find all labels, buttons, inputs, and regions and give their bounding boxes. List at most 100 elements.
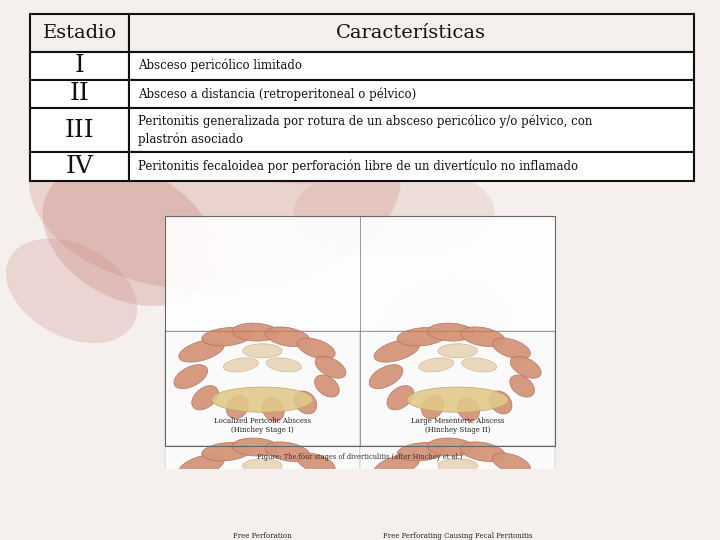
Ellipse shape — [387, 386, 414, 410]
Bar — [30, 152, 129, 180]
Ellipse shape — [226, 510, 248, 534]
Bar — [360, 446, 555, 540]
Text: Figure: The four stages of diverticulitis (after Hinchey et al.): Figure: The four stages of diverticuliti… — [257, 453, 463, 461]
Ellipse shape — [179, 340, 224, 362]
Ellipse shape — [397, 328, 446, 346]
Ellipse shape — [294, 506, 317, 529]
Ellipse shape — [223, 358, 258, 372]
Text: Absceso pericólico limitado: Absceso pericólico limitado — [138, 59, 302, 72]
Ellipse shape — [427, 438, 474, 456]
Ellipse shape — [42, 163, 215, 306]
Bar — [360, 330, 555, 446]
Ellipse shape — [387, 501, 414, 525]
Ellipse shape — [510, 375, 534, 397]
Bar — [165, 216, 555, 446]
Bar — [165, 446, 360, 540]
Ellipse shape — [297, 338, 336, 359]
Ellipse shape — [29, 65, 401, 291]
Ellipse shape — [226, 395, 248, 418]
Ellipse shape — [297, 453, 336, 474]
Ellipse shape — [179, 455, 224, 477]
Bar — [30, 14, 129, 52]
Text: Absceso a distancia (retroperitoneal o pélvico): Absceso a distancia (retroperitoneal o p… — [138, 87, 416, 100]
Ellipse shape — [265, 327, 310, 347]
Ellipse shape — [174, 364, 207, 389]
Ellipse shape — [438, 459, 477, 473]
Ellipse shape — [212, 387, 313, 413]
Text: Estadio: Estadio — [42, 24, 117, 42]
Ellipse shape — [174, 480, 207, 504]
Ellipse shape — [469, 512, 504, 526]
Bar — [129, 152, 693, 180]
Ellipse shape — [492, 338, 531, 359]
Text: Free Perforating Causing Fecal Peritonitis
(Hinchey Stage IV): Free Perforating Causing Fecal Peritonit… — [383, 532, 532, 540]
Ellipse shape — [490, 506, 512, 529]
Text: Free Perforation
(Hinchey Stage III): Free Perforation (Hinchey Stage III) — [228, 532, 297, 540]
Ellipse shape — [243, 344, 282, 358]
Text: Peritonitis fecaloidea por perforación libre de un divertículo no inflamado: Peritonitis fecaloidea por perforación l… — [138, 160, 577, 173]
Ellipse shape — [266, 473, 302, 487]
Ellipse shape — [462, 358, 497, 372]
Ellipse shape — [490, 391, 512, 414]
Ellipse shape — [223, 473, 258, 487]
Ellipse shape — [418, 473, 454, 487]
Ellipse shape — [374, 340, 420, 362]
Bar — [30, 52, 129, 80]
Text: Peritonitis generalizada por rotura de un absceso pericólico y/o pélvico, con
pl: Peritonitis generalizada por rotura de u… — [138, 115, 592, 145]
Ellipse shape — [294, 391, 317, 414]
Text: Características: Características — [336, 24, 486, 42]
Ellipse shape — [232, 323, 279, 341]
Bar — [30, 80, 129, 108]
Ellipse shape — [262, 398, 284, 421]
Ellipse shape — [421, 395, 444, 418]
Ellipse shape — [369, 364, 402, 389]
Ellipse shape — [243, 459, 282, 473]
Ellipse shape — [460, 442, 505, 462]
Ellipse shape — [315, 471, 346, 493]
Ellipse shape — [407, 502, 508, 527]
Ellipse shape — [315, 490, 339, 512]
Text: II: II — [70, 82, 89, 105]
Ellipse shape — [492, 453, 531, 474]
Ellipse shape — [428, 29, 575, 158]
Ellipse shape — [462, 473, 497, 487]
Text: I: I — [75, 54, 84, 77]
Text: IV: IV — [66, 155, 94, 178]
Ellipse shape — [421, 510, 444, 534]
Ellipse shape — [457, 398, 480, 421]
Bar — [129, 14, 693, 52]
Ellipse shape — [374, 455, 420, 477]
Bar — [30, 108, 129, 152]
Text: III: III — [65, 119, 94, 141]
Bar — [129, 80, 693, 108]
Ellipse shape — [407, 387, 508, 413]
Ellipse shape — [438, 344, 477, 358]
Text: Localized Pericolic Abscess
(Hinchey Stage I): Localized Pericolic Abscess (Hinchey Sta… — [214, 417, 311, 434]
Bar — [165, 216, 555, 446]
Ellipse shape — [418, 358, 454, 372]
Ellipse shape — [192, 386, 218, 410]
Bar — [165, 330, 360, 446]
Ellipse shape — [460, 327, 505, 347]
Ellipse shape — [202, 442, 251, 461]
Ellipse shape — [266, 358, 302, 372]
Ellipse shape — [457, 513, 480, 536]
Ellipse shape — [265, 442, 310, 462]
Ellipse shape — [6, 239, 138, 343]
Ellipse shape — [315, 375, 339, 397]
Ellipse shape — [315, 356, 346, 378]
Ellipse shape — [202, 328, 251, 346]
Ellipse shape — [379, 278, 510, 380]
Ellipse shape — [369, 480, 402, 504]
Bar — [129, 52, 693, 80]
Text: Large Mesenteric Abscess
(Hinchey Stage II): Large Mesenteric Abscess (Hinchey Stage … — [411, 417, 504, 434]
Ellipse shape — [427, 323, 474, 341]
Ellipse shape — [192, 501, 218, 525]
Bar — [129, 108, 693, 152]
Ellipse shape — [510, 356, 541, 378]
Ellipse shape — [262, 513, 284, 536]
Ellipse shape — [180, 79, 393, 184]
Ellipse shape — [510, 490, 534, 512]
Ellipse shape — [397, 442, 446, 461]
Ellipse shape — [294, 164, 495, 258]
